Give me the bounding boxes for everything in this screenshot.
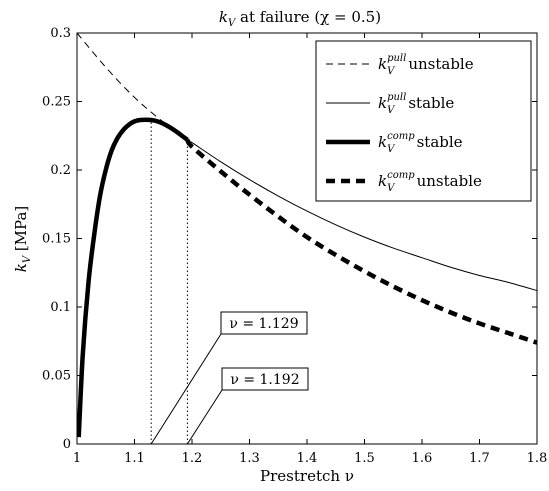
x-tick-label: 1.4 bbox=[297, 451, 318, 466]
annotation-box bbox=[221, 367, 309, 391]
y-tick-label: 0.25 bbox=[42, 95, 71, 110]
y-tick-label: 0.2 bbox=[50, 163, 71, 178]
x-tick-label: 1.5 bbox=[354, 451, 375, 466]
y-tick-label: 0.15 bbox=[42, 232, 71, 247]
annotations: ν = 1.129 ν = 1.192 bbox=[150, 311, 309, 445]
y-axis-ticks: 0 0.05 0.1 0.15 0.2 0.25 0.3 bbox=[42, 26, 537, 452]
y-tick-label: 0 bbox=[63, 437, 71, 452]
annotation: ν = 1.192 bbox=[186, 367, 309, 445]
x-axis-ticks: 1 1.1 1.2 1.3 1.4 1.5 1.6 1.7 1.8 bbox=[73, 33, 547, 466]
legend-box bbox=[315, 40, 532, 202]
annotation: ν = 1.129 bbox=[150, 311, 308, 445]
chart-title: kV at failure (χ = 0.5) bbox=[219, 8, 381, 29]
x-tick-label: 1.3 bbox=[239, 451, 260, 466]
y-tick-label: 0.3 bbox=[50, 26, 71, 41]
x-tick-label: 1.8 bbox=[527, 451, 548, 466]
marker-lines bbox=[150, 119, 188, 444]
x-tick-label: 1.6 bbox=[412, 451, 433, 466]
series-comp-unstable bbox=[185, 138, 538, 345]
x-tick-label: 1.2 bbox=[182, 451, 203, 466]
x-axis-label: Prestretch ν bbox=[260, 467, 354, 485]
y-tick-label: 0.05 bbox=[42, 369, 71, 384]
annotation-label: ν = 1.129 bbox=[229, 316, 298, 332]
annotation-label: ν = 1.192 bbox=[230, 372, 299, 388]
x-tick-label: 1.7 bbox=[469, 451, 490, 466]
annotation-box bbox=[220, 311, 308, 335]
x-tick-label: 1 bbox=[73, 451, 81, 466]
y-tick-label: 0.1 bbox=[50, 300, 71, 315]
series-pull-stable bbox=[187, 139, 538, 292]
annotation-pointer bbox=[150, 333, 222, 445]
annotation-pointer bbox=[186, 389, 223, 445]
y-axis-label: kV [MPa] bbox=[12, 206, 33, 273]
series-group bbox=[76, 32, 538, 438]
series-comp-stable bbox=[76, 117, 189, 438]
x-tick-label: 1.1 bbox=[124, 451, 145, 466]
